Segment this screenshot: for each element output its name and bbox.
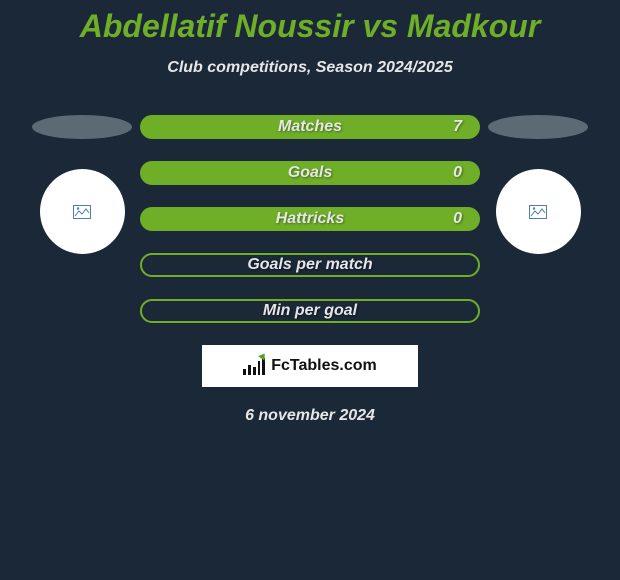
stat-label: Hattricks [276,210,344,228]
subtitle: Club competitions, Season 2024/2025 [0,59,620,77]
stat-label: Matches [278,118,342,136]
logo-text: FcTables.com [271,357,377,375]
stat-value-right: 0 [453,210,462,228]
logo-chart-icon [243,357,265,375]
stat-bar-goals: Goals 0 [140,161,480,185]
right-ellipse-decor [488,115,588,139]
right-player-col [488,115,588,254]
avatar-placeholder-icon [529,205,547,219]
stats-column: Matches 7 Goals 0 Hattricks 0 Goals per match M… [140,115,480,323]
date-label: 6 november 2024 [0,407,620,425]
stat-label: Goals per match [247,256,372,274]
stat-label: Min per goal [263,302,357,320]
page-title: Abdellatif Noussir vs Madkour [0,8,620,45]
stat-value-right: 0 [453,164,462,182]
comparison-row: Matches 7 Goals 0 Hattricks 0 Goals per match M… [0,115,620,323]
left-player-col [32,115,132,254]
stat-bar-goals-per-match: Goals per match [140,253,480,277]
right-avatar [496,169,581,254]
left-ellipse-decor [32,115,132,139]
stat-label: Goals [288,164,332,182]
stat-bar-matches: Matches 7 [140,115,480,139]
avatar-placeholder-icon [73,205,91,219]
fctables-logo: FcTables.com [202,345,418,387]
stat-bar-hattricks: Hattricks 0 [140,207,480,231]
stat-value-right: 7 [453,118,462,136]
stat-bar-min-per-goal: Min per goal [140,299,480,323]
left-avatar [40,169,125,254]
